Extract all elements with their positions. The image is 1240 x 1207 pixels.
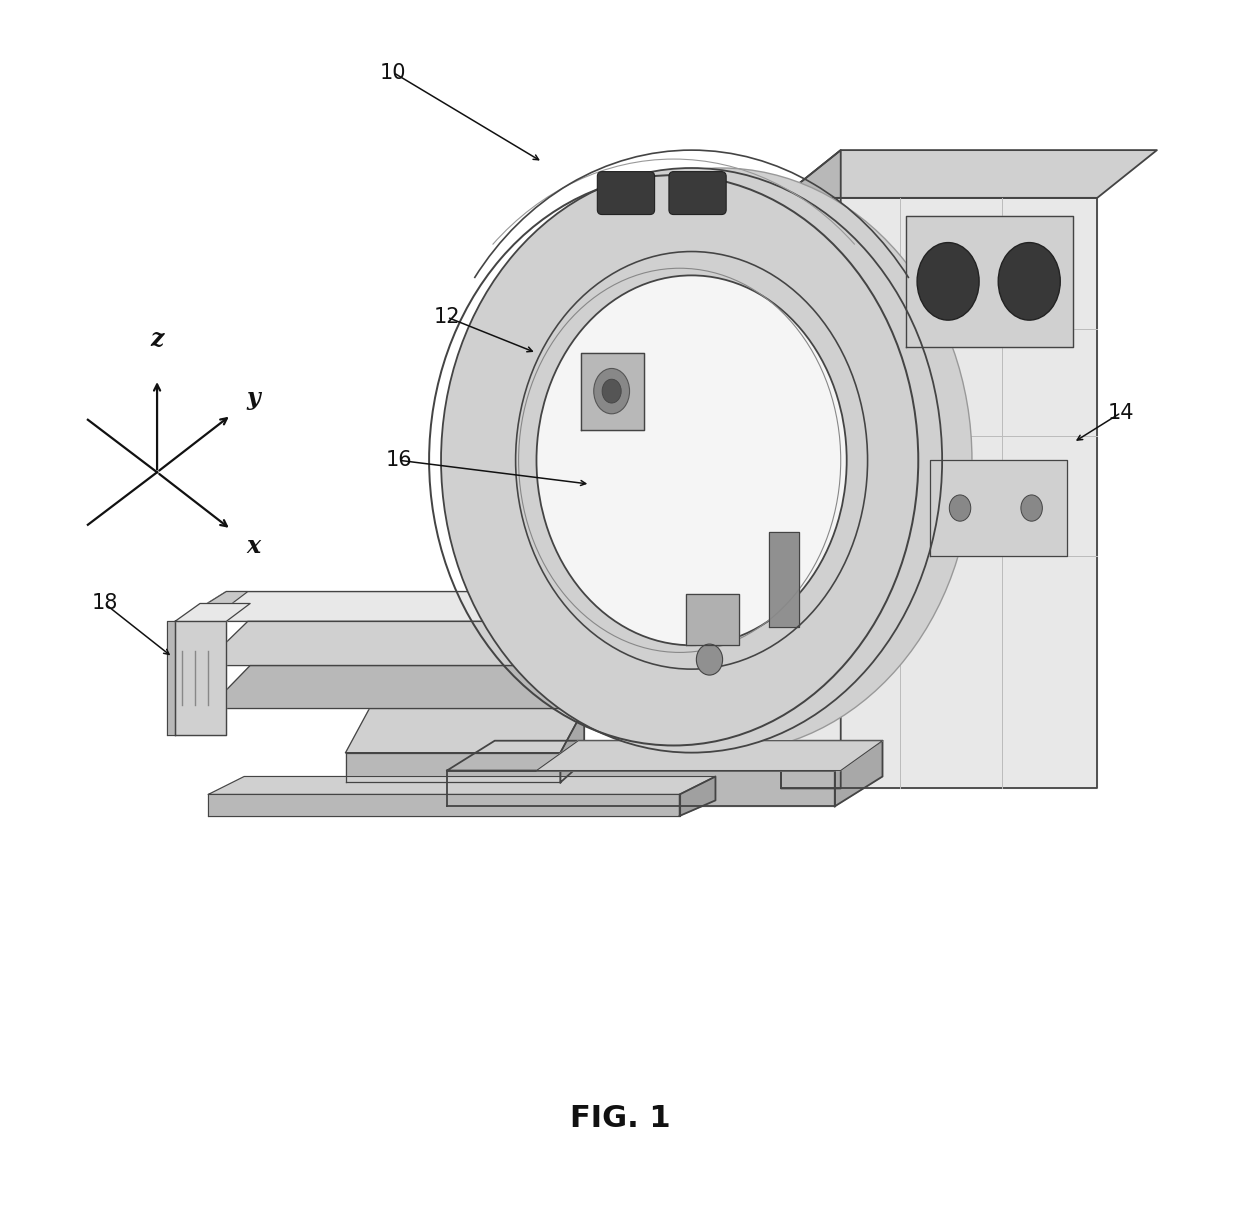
Ellipse shape (603, 379, 621, 403)
Ellipse shape (471, 168, 972, 753)
Text: 14: 14 (1107, 403, 1135, 422)
Ellipse shape (537, 275, 847, 646)
Polygon shape (930, 460, 1068, 555)
Polygon shape (537, 741, 883, 770)
Polygon shape (446, 770, 835, 806)
Text: 12: 12 (434, 307, 460, 327)
Ellipse shape (950, 495, 971, 521)
Polygon shape (175, 604, 250, 622)
Text: z: z (150, 327, 164, 350)
Polygon shape (906, 216, 1074, 346)
Ellipse shape (918, 243, 980, 320)
Polygon shape (208, 665, 709, 709)
Polygon shape (686, 594, 739, 646)
Text: 10: 10 (379, 63, 407, 82)
Text: 16: 16 (386, 450, 413, 471)
Polygon shape (175, 622, 226, 735)
Polygon shape (166, 622, 175, 735)
Polygon shape (179, 591, 775, 622)
Polygon shape (680, 776, 715, 816)
Polygon shape (208, 794, 680, 816)
Polygon shape (560, 709, 584, 782)
Polygon shape (446, 741, 883, 770)
Text: x: x (247, 535, 260, 558)
Polygon shape (580, 352, 644, 431)
FancyBboxPatch shape (668, 171, 727, 215)
Polygon shape (781, 198, 1097, 788)
Ellipse shape (697, 645, 723, 675)
FancyBboxPatch shape (598, 171, 655, 215)
Text: FIG. 1: FIG. 1 (569, 1104, 671, 1133)
Ellipse shape (1021, 495, 1043, 521)
Polygon shape (202, 622, 773, 665)
Ellipse shape (441, 168, 942, 753)
Ellipse shape (594, 368, 630, 414)
Polygon shape (208, 776, 715, 794)
Polygon shape (346, 753, 560, 782)
Polygon shape (781, 150, 841, 788)
Polygon shape (179, 591, 248, 622)
Text: y: y (247, 386, 260, 410)
Polygon shape (769, 532, 799, 628)
Polygon shape (835, 741, 883, 806)
Polygon shape (781, 150, 1157, 198)
Text: 18: 18 (92, 594, 118, 613)
Ellipse shape (998, 243, 1060, 320)
Polygon shape (346, 709, 584, 753)
Polygon shape (728, 591, 775, 665)
